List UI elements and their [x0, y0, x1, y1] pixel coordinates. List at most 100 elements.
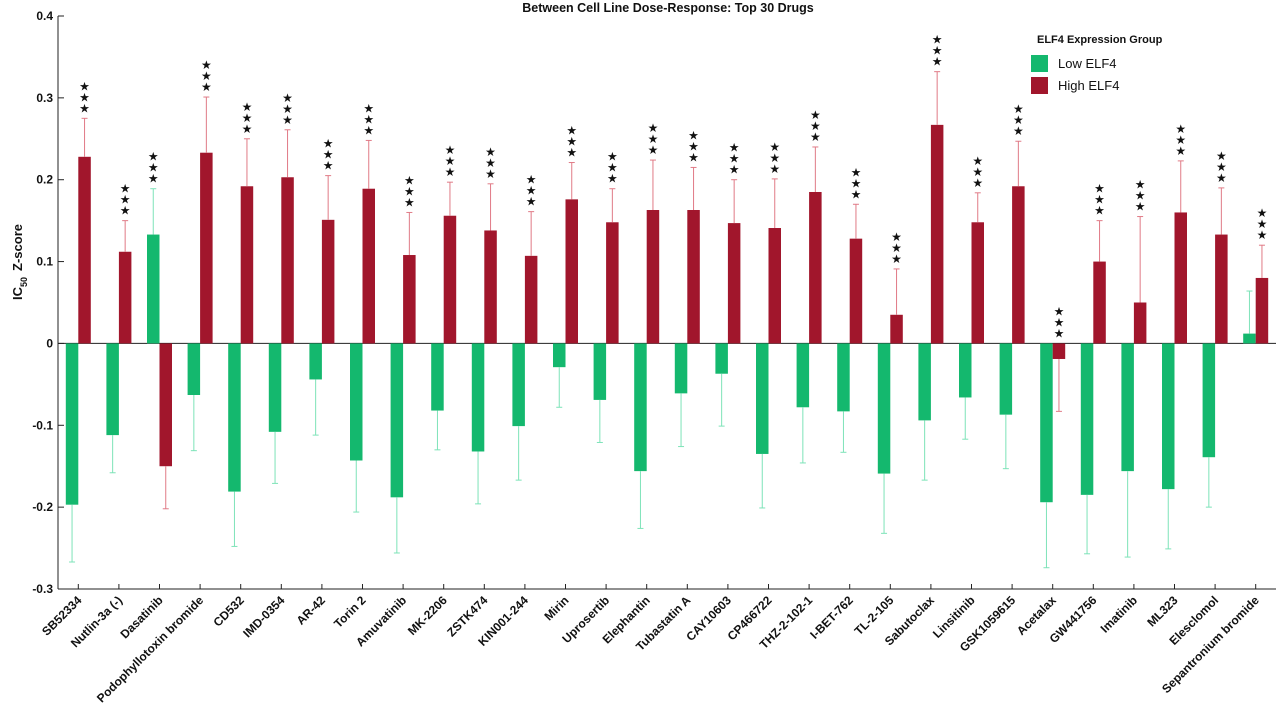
bar-high-elf4 [362, 188, 375, 344]
significance-marker: ★ ★ ★ [607, 150, 618, 186]
bar-high-elf4 [524, 255, 538, 344]
bar-low-elf4 [837, 343, 850, 412]
x-tick-label: IMD-0354 [240, 593, 287, 640]
significance-marker: ★ ★ ★ [148, 150, 159, 186]
legend-item-low-elf4: Low ELF4 [1031, 54, 1117, 72]
bar-high-elf4 [118, 251, 132, 344]
bar-low-elf4 [715, 343, 728, 374]
significance-marker: ★ ★ ★ [323, 137, 334, 173]
bar-high-elf4 [443, 215, 457, 344]
x-tick-label: MK-2206 [405, 593, 450, 638]
bar-low-elf4 [268, 343, 282, 432]
y-tick-label: -0.2 [32, 500, 53, 514]
significance-marker: ★ ★ ★ [526, 173, 537, 209]
bar-high-elf4 [484, 230, 497, 344]
significance-marker: ★ ★ ★ [972, 154, 983, 190]
y-axis-label-sub: 50 [19, 277, 29, 287]
significance-marker: ★ ★ ★ [566, 124, 577, 160]
x-tick-label: ML323 [1144, 593, 1181, 630]
bar-high-elf4 [768, 228, 781, 344]
x-tick-label: I-BET-762 [807, 593, 856, 642]
y-tick-label: 0 [46, 336, 53, 350]
bar-low-elf4 [674, 343, 688, 394]
bar-high-elf4 [1133, 302, 1147, 344]
bar-low-elf4 [756, 343, 769, 454]
chart-title: Between Cell Line Dose-Response: Top 30 … [522, 1, 814, 15]
bar-high-elf4 [930, 124, 944, 344]
bar-low-elf4 [1080, 343, 1094, 495]
bar-low-elf4 [471, 343, 485, 452]
legend-swatch-low-elf4 [1031, 54, 1048, 72]
bar-low-elf4 [309, 343, 322, 380]
svg-text:IC50Z-score: IC50 Z-score [10, 224, 29, 300]
bar-high-elf4 [1052, 343, 1066, 359]
legend-item-high-elf4: High ELF4 [1031, 76, 1119, 94]
significance-marker: ★ ★ ★ [1257, 206, 1268, 242]
bar-high-elf4 [200, 152, 213, 344]
bar-high-elf4 [971, 222, 984, 344]
significance-marker: ★ ★ ★ [1135, 178, 1146, 214]
bar-high-elf4 [403, 255, 416, 344]
bar-high-elf4 [1255, 277, 1269, 344]
legend: ELF4 Expression Group Low ELF4 High ELF4 [1025, 28, 1195, 98]
bar-low-elf4 [1202, 343, 1216, 458]
bar-low-elf4 [999, 343, 1013, 415]
significance-marker: ★ ★ ★ [485, 145, 496, 181]
x-tick-label: Torin 2 [331, 593, 369, 631]
bar-high-elf4 [159, 343, 172, 467]
bar-low-elf4 [228, 343, 241, 492]
bar-low-elf4 [1243, 333, 1256, 344]
bar-high-elf4 [78, 156, 91, 344]
bar-high-elf4 [809, 191, 822, 344]
bar-low-elf4 [65, 343, 79, 505]
bar-high-elf4 [281, 177, 294, 344]
bar-low-elf4 [512, 343, 525, 427]
y-axis-label: IC50 Z-score [10, 224, 29, 300]
significance-marker: ★ ★ ★ [404, 173, 415, 209]
legend-label-high-elf4: High ELF4 [1058, 77, 1120, 93]
bar-low-elf4 [187, 343, 201, 395]
y-axis-label-main: IC [10, 286, 25, 300]
legend-title: ELF4 Expression Group [1037, 34, 1163, 46]
bar-low-elf4 [796, 343, 810, 408]
significance-marker: ★ ★ ★ [1216, 149, 1227, 185]
bar-high-elf4 [1174, 212, 1187, 344]
significance-marker: ★ ★ ★ [363, 101, 374, 137]
x-tick-label: AR-42 [294, 593, 329, 628]
y-tick-label: 0.3 [36, 91, 53, 105]
significance-marker: ★ ★ ★ [445, 143, 456, 179]
bar-low-elf4 [147, 234, 160, 344]
bar-high-elf4 [849, 238, 863, 344]
bar-high-elf4 [646, 210, 660, 344]
x-tick-label: Mirin [541, 593, 571, 623]
bar-low-elf4 [634, 343, 647, 472]
significance-marker: ★ ★ ★ [810, 108, 821, 144]
significance-marker: ★ ★ ★ [1094, 182, 1105, 218]
bar-low-elf4 [390, 343, 404, 498]
bar-high-elf4 [1012, 186, 1025, 344]
significance-marker: ★ ★ ★ [1175, 122, 1186, 158]
bar-low-elf4 [106, 343, 119, 436]
bar-high-elf4 [727, 223, 741, 344]
significance-marker: ★ ★ ★ [242, 100, 253, 136]
legend-swatch-high-elf4 [1031, 76, 1048, 94]
bar-low-elf4 [431, 343, 444, 411]
significance-marker: ★ ★ ★ [891, 230, 902, 266]
bar-high-elf4 [240, 186, 254, 344]
significance-marker: ★ ★ ★ [201, 58, 212, 94]
significance-marker: ★ ★ ★ [851, 165, 862, 201]
significance-marker: ★ ★ ★ [1054, 304, 1065, 340]
significance-marker: ★ ★ ★ [769, 140, 780, 176]
plot-area: -0.3-0.2-0.100.10.20.30.4★ ★ ★SB52334★ ★ ★Nu… [32, 9, 1276, 705]
significance-marker: ★ ★ ★ [688, 128, 699, 164]
bar-high-elf4 [1093, 261, 1106, 344]
y-tick-label: -0.1 [32, 418, 53, 432]
y-tick-label: 0.2 [36, 173, 53, 187]
bar-high-elf4 [321, 219, 335, 344]
bar-low-elf4 [1040, 343, 1053, 503]
bar-low-elf4 [918, 343, 931, 421]
x-tick-label: CD532 [211, 593, 248, 630]
bar-low-elf4 [1162, 343, 1175, 490]
y-tick-label: 0.4 [36, 9, 53, 23]
